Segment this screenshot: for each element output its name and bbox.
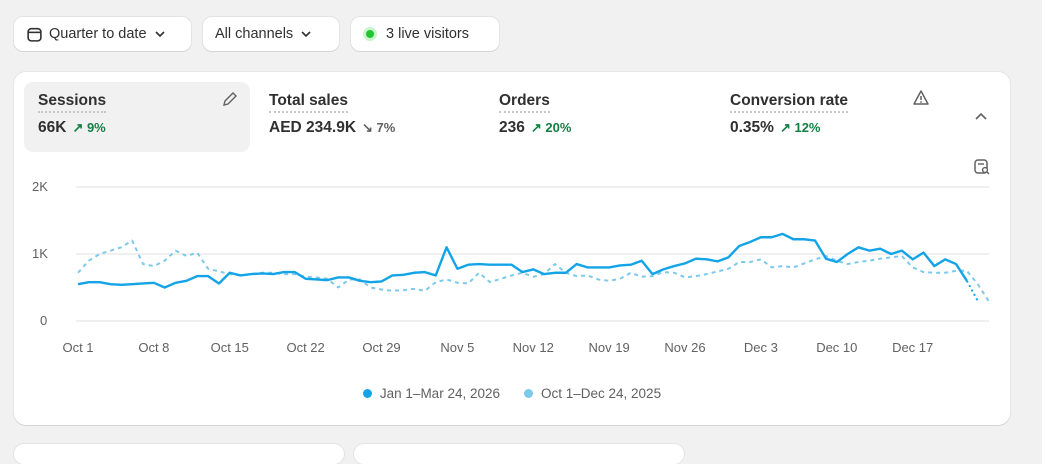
channels-label: All channels (215, 26, 294, 42)
x-tick: Nov 26 (664, 340, 706, 355)
metric-value: 236 (499, 119, 525, 136)
channels-button[interactable]: All channels (203, 17, 339, 51)
metric-conversion-rate[interactable]: Conversion rate 0.35% ↗ 12% (716, 82, 936, 152)
explore-report-icon[interactable] (973, 158, 991, 176)
metric-value: 66K (38, 119, 67, 136)
next-card (354, 444, 684, 464)
legend-item-previous[interactable]: Oct 1–Dec 24, 2025 (524, 386, 661, 401)
x-tick: Nov 12 (512, 340, 554, 355)
pencil-icon[interactable] (221, 90, 239, 108)
legend-dot-icon (362, 389, 372, 398)
metric-label: Conversion rate (730, 92, 849, 113)
live-visitors-button[interactable]: 3 live visitors (351, 17, 499, 51)
live-visitors-label: 3 live visitors (386, 26, 469, 42)
warning-icon[interactable] (912, 89, 930, 107)
x-tick: Oct 8 (138, 340, 170, 355)
legend-label: Oct 1–Dec 24, 2025 (541, 386, 662, 401)
x-tick: Oct 29 (362, 340, 401, 355)
chart-legend: Jan 1–Mar 24, 2026 Oct 1–Dec 24, 2025 (14, 386, 1010, 401)
metric-value: AED 234.9K (269, 119, 357, 136)
series-line-current (77, 232, 968, 289)
x-tick: Dec 17 (892, 340, 934, 355)
metric-label: Orders (499, 92, 550, 113)
next-card (14, 444, 344, 464)
metric-sessions[interactable]: Sessions 66K ↗ 9% (24, 82, 250, 152)
x-tick: Oct 22 (286, 340, 325, 355)
metric-delta: ↗ 9% (72, 120, 106, 135)
chevron-down-icon (301, 31, 311, 38)
chevron-down-icon (154, 31, 165, 38)
date-range-button[interactable]: Quarter to date (14, 17, 191, 51)
metric-orders[interactable]: Orders 236 ↗ 20% (485, 82, 705, 152)
chevron-up-icon[interactable] (974, 110, 988, 124)
metric-label: Total sales (269, 92, 348, 113)
x-tick: Nov 19 (588, 340, 630, 355)
x-tick: Oct 1 (62, 340, 94, 355)
x-tick: Dec 3 (743, 340, 778, 355)
y-tick: 1K (32, 246, 48, 261)
y-tick: 0 (40, 313, 48, 328)
legend-label: Jan 1–Mar 24, 2026 (379, 386, 500, 401)
metric-label: Sessions (38, 92, 107, 113)
series-line-current-incomplete (965, 280, 979, 302)
calendar-icon (27, 27, 42, 42)
metrics-card: Sessions 66K ↗ 9% Total sales AED 234.9K ↘… (14, 72, 1010, 425)
live-dot-icon (363, 27, 377, 41)
x-tick: Dec 10 (816, 340, 858, 355)
metric-value: 0.35% (730, 119, 774, 136)
metric-total-sales[interactable]: Total sales AED 234.9K ↘ 7% (255, 82, 475, 152)
metric-delta: ↗ 20% (530, 120, 572, 135)
series-line-previous (77, 239, 990, 302)
y-tick: 2K (32, 179, 48, 194)
date-range-label: Quarter to date (49, 26, 147, 42)
legend-item-current[interactable]: Jan 1–Mar 24, 2026 (362, 386, 500, 401)
x-tick: Nov 5 (440, 340, 475, 355)
metric-delta: ↗ 12% (779, 120, 821, 135)
metric-delta: ↘ 7% (362, 120, 396, 135)
legend-dot-icon (524, 389, 533, 398)
x-tick: Oct 15 (210, 340, 249, 355)
sessions-chart (76, 186, 990, 322)
